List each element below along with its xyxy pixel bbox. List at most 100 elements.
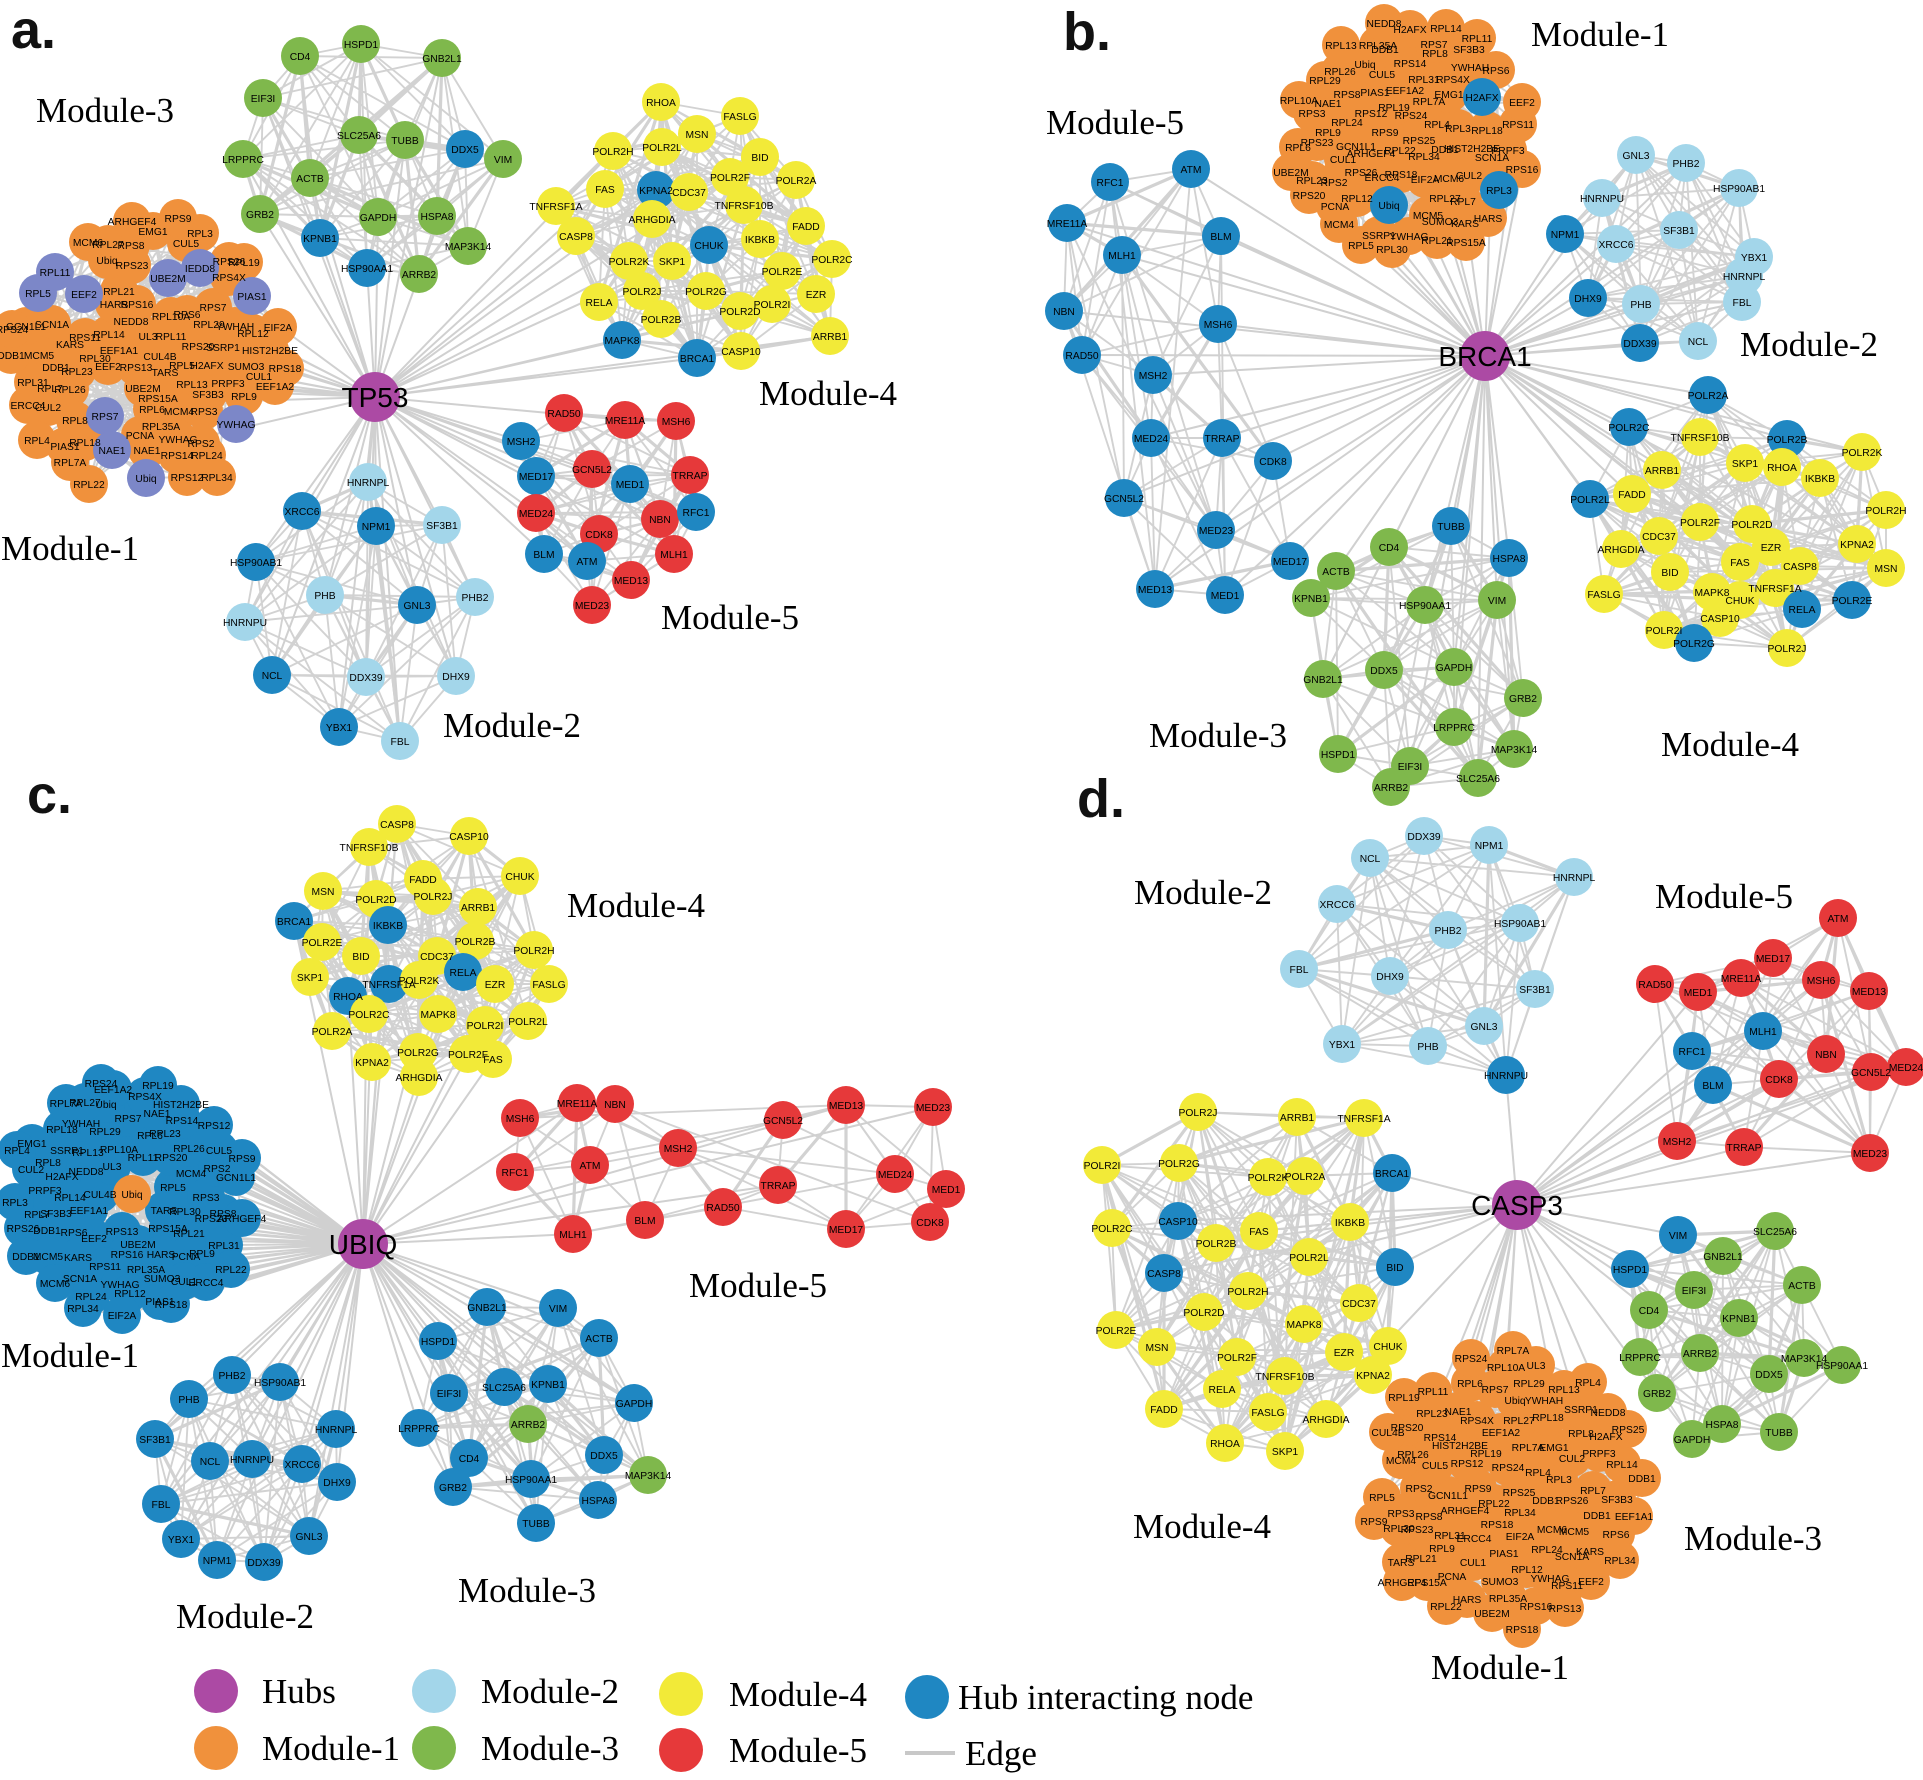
svg-text:CASP8: CASP8 xyxy=(380,820,414,831)
svg-text:RPS9: RPS9 xyxy=(1465,1484,1492,1495)
svg-text:CUL1: CUL1 xyxy=(246,372,273,383)
svg-text:RPL19: RPL19 xyxy=(142,1081,174,1092)
svg-text:NCL: NCL xyxy=(1360,854,1381,865)
svg-text:Ubiq: Ubiq xyxy=(96,256,117,267)
svg-text:RPL14: RPL14 xyxy=(93,330,125,341)
svg-text:PIAS1: PIAS1 xyxy=(237,292,266,303)
svg-text:YBX1: YBX1 xyxy=(326,723,353,734)
svg-text:KPNA2: KPNA2 xyxy=(1840,540,1874,551)
svg-text:RPL19: RPL19 xyxy=(1470,1449,1502,1460)
svg-text:HIST2H2BE: HIST2H2BE xyxy=(153,1100,209,1111)
svg-text:YWHAG: YWHAG xyxy=(101,1280,140,1291)
svg-text:RPL27: RPL27 xyxy=(69,1098,101,1109)
svg-text:MRE11A: MRE11A xyxy=(1047,219,1088,230)
svg-text:DDX5: DDX5 xyxy=(1755,1370,1783,1381)
svg-text:RPS6: RPS6 xyxy=(1603,1530,1630,1541)
svg-text:GCN1L1: GCN1L1 xyxy=(6,322,46,333)
svg-text:UBE2M: UBE2M xyxy=(150,274,185,285)
svg-text:FADD: FADD xyxy=(792,222,819,233)
svg-text:CUL2: CUL2 xyxy=(1456,171,1483,182)
svg-text:YBX1: YBX1 xyxy=(1329,1040,1356,1051)
svg-text:RPS25: RPS25 xyxy=(1503,1488,1536,1499)
svg-text:PHB2: PHB2 xyxy=(1435,926,1462,937)
svg-text:MLH1: MLH1 xyxy=(559,1230,587,1241)
svg-text:FASLG: FASLG xyxy=(1251,1408,1284,1419)
svg-text:PRPF3: PRPF3 xyxy=(28,1186,61,1197)
svg-text:NEDD8: NEDD8 xyxy=(1367,19,1402,30)
svg-text:MSH6: MSH6 xyxy=(1204,320,1233,331)
svg-text:CD4: CD4 xyxy=(1639,1306,1660,1317)
svg-text:ARRB1: ARRB1 xyxy=(461,903,496,914)
svg-text:EIF3I: EIF3I xyxy=(437,1389,462,1400)
svg-text:EIF2A: EIF2A xyxy=(1411,175,1440,186)
svg-text:YWHAH: YWHAH xyxy=(216,322,254,333)
svg-text:Module-5: Module-5 xyxy=(1655,877,1793,916)
svg-text:POLR2E: POLR2E xyxy=(1096,1326,1137,1337)
svg-text:RPS24: RPS24 xyxy=(1455,1354,1488,1365)
svg-text:HIST2H2BE: HIST2H2BE xyxy=(1444,144,1500,155)
svg-text:EIF3I: EIF3I xyxy=(251,94,276,105)
svg-text:RPL4: RPL4 xyxy=(24,436,50,447)
svg-text:KPNB1: KPNB1 xyxy=(531,1380,565,1391)
svg-text:POLR2E: POLR2E xyxy=(302,938,343,949)
svg-text:HIST2H2BE: HIST2H2BE xyxy=(242,346,298,357)
svg-text:BLM: BLM xyxy=(533,550,554,561)
svg-text:RPL3: RPL3 xyxy=(187,229,213,240)
svg-text:FAS: FAS xyxy=(483,1055,503,1066)
svg-text:POLR2I: POLR2I xyxy=(1084,1161,1121,1172)
svg-text:RPL14: RPL14 xyxy=(1606,1460,1638,1471)
svg-text:PIAS1: PIAS1 xyxy=(50,442,79,453)
svg-text:RPL4: RPL4 xyxy=(1575,1378,1601,1389)
svg-text:POLR2G: POLR2G xyxy=(685,287,727,298)
svg-text:CD4: CD4 xyxy=(459,1454,480,1465)
svg-text:MSH6: MSH6 xyxy=(506,1114,535,1125)
svg-text:POLR2K: POLR2K xyxy=(1842,448,1883,459)
svg-text:EZR: EZR xyxy=(1761,543,1782,554)
svg-text:Module-5: Module-5 xyxy=(1046,103,1184,142)
svg-text:DDX39: DDX39 xyxy=(349,673,382,684)
svg-text:SF3B3: SF3B3 xyxy=(1453,45,1485,56)
svg-text:SKP1: SKP1 xyxy=(1732,459,1759,470)
svg-text:CUL4B: CUL4B xyxy=(1371,1428,1404,1439)
svg-text:XRCC6: XRCC6 xyxy=(285,1460,320,1471)
svg-text:TRRAP: TRRAP xyxy=(761,1181,796,1192)
svg-text:MED13: MED13 xyxy=(614,576,649,587)
svg-text:RHOA: RHOA xyxy=(646,98,676,109)
svg-text:CUL1: CUL1 xyxy=(171,1277,198,1288)
svg-text:ATM: ATM xyxy=(580,1161,601,1172)
svg-text:RPS7: RPS7 xyxy=(1421,40,1448,51)
svg-text:Module-1: Module-1 xyxy=(1,1336,139,1375)
svg-text:RPS6: RPS6 xyxy=(1483,66,1510,77)
svg-text:YWHAH: YWHAH xyxy=(1525,1396,1563,1407)
svg-text:NPM1: NPM1 xyxy=(1475,841,1504,852)
svg-text:UL3: UL3 xyxy=(139,332,158,343)
svg-text:HSPA8: HSPA8 xyxy=(581,1496,614,1507)
svg-text:RPL30: RPL30 xyxy=(169,1207,201,1218)
svg-text:ARRB1: ARRB1 xyxy=(1280,1113,1315,1124)
svg-text:HSP90AB1: HSP90AB1 xyxy=(230,558,282,569)
svg-text:ACTB: ACTB xyxy=(585,1334,613,1345)
svg-text:TARS: TARS xyxy=(152,368,179,379)
svg-text:DHX9: DHX9 xyxy=(442,672,470,683)
svg-text:ACTB: ACTB xyxy=(1322,567,1350,578)
svg-text:TNFRSF10B: TNFRSF10B xyxy=(340,843,399,854)
svg-text:ARRB1: ARRB1 xyxy=(813,332,848,343)
svg-text:RPS26: RPS26 xyxy=(213,257,246,268)
svg-text:RPL6: RPL6 xyxy=(139,405,165,416)
svg-text:DDB1: DDB1 xyxy=(0,351,25,362)
svg-text:RPL4: RPL4 xyxy=(1424,120,1450,131)
svg-text:EEF2: EEF2 xyxy=(95,362,121,373)
svg-text:RPL21: RPL21 xyxy=(103,287,135,298)
svg-text:TNFRSF1A: TNFRSF1A xyxy=(362,980,415,991)
svg-text:RPS13: RPS13 xyxy=(106,1227,139,1238)
svg-text:HSP90AB1: HSP90AB1 xyxy=(1494,919,1546,930)
svg-text:POLR2I: POLR2I xyxy=(754,300,791,311)
svg-text:MCM4: MCM4 xyxy=(1386,1456,1417,1467)
svg-text:MSH6: MSH6 xyxy=(662,417,691,428)
svg-text:RPL26: RPL26 xyxy=(173,1144,205,1155)
svg-text:POLR2B: POLR2B xyxy=(1196,1239,1237,1250)
svg-text:BLM: BLM xyxy=(1210,232,1231,243)
svg-text:TARS: TARS xyxy=(1388,1558,1415,1569)
svg-text:H2AFX: H2AFX xyxy=(1589,1432,1622,1443)
svg-text:CASP8: CASP8 xyxy=(1147,1269,1181,1280)
